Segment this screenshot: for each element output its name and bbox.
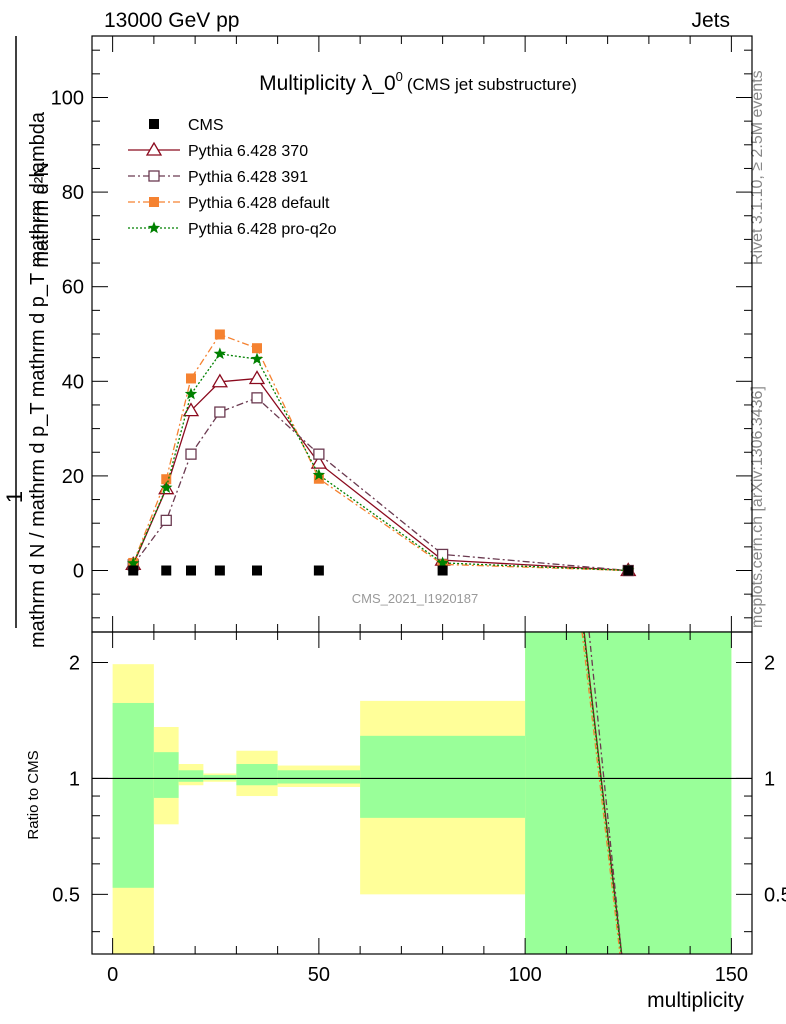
x-tick-label: 150 (715, 964, 748, 986)
legend-label: Pythia 6.428 391 (188, 169, 308, 186)
mcplots-label: mcplots.cern.ch [arXiv:1306.3436] (749, 386, 766, 628)
legend-marker (145, 141, 163, 156)
data-point (127, 556, 140, 569)
ratio-y-tick-label-right: 2 (764, 652, 775, 674)
legend-label: Pythia 6.428 default (188, 195, 330, 212)
rivet-label: Rivet 3.1.10, ≥ 2.5M events (749, 70, 766, 265)
y-axis-label-denominator: mathrm d N / mathrm d p_T mathrm d p_T m… (27, 111, 49, 648)
series-line (132, 333, 629, 572)
legend-marker (148, 170, 160, 182)
ratio-y-tick-label: 1 (69, 768, 80, 790)
legend-marker (149, 119, 159, 129)
series-pythia-6-428-370 (125, 370, 637, 577)
data-point (186, 565, 196, 576)
data-point (252, 343, 262, 354)
chart-title: Multiplicity λ_00 (CMS jet substructure) (259, 69, 577, 95)
x-tick-label: 100 (508, 964, 541, 986)
y-tick-label: 40 (62, 371, 84, 393)
legend-item: Pythia 6.428 default (128, 195, 330, 212)
ratio-y-tick-label-right: 1 (764, 768, 775, 790)
data-point (313, 473, 324, 484)
ratio-y-tick-label: 0.5 (52, 884, 80, 906)
series-line (132, 377, 629, 572)
ratio-band-green (153, 752, 179, 798)
process-label: Jets (691, 9, 730, 32)
ratio-band-green (203, 775, 237, 781)
legend-item: Pythia 6.428 370 (128, 141, 308, 160)
y-axis-label-one: 1 (2, 491, 27, 503)
legend-item: Pythia 6.428 pro-q2o (128, 221, 337, 238)
series-pythia-6-428-391 (127, 392, 634, 577)
data-point (186, 373, 196, 384)
data-point (161, 474, 172, 485)
ratio-band-green (112, 702, 154, 888)
data-point (250, 352, 264, 365)
legend: CMS Pythia 6.428 370 Pythia 6.428 391 Pythi… (128, 117, 337, 238)
chart-title-text: Multiplicity λ_0 (259, 72, 396, 95)
data-point (211, 373, 229, 388)
data-point (312, 468, 326, 481)
data-point (313, 565, 324, 576)
legend-marker (147, 221, 161, 234)
data-point (214, 329, 225, 340)
ratio-band-green (236, 764, 278, 786)
x-axis-label: multiplicity (647, 989, 744, 1012)
y-tick-label: 60 (62, 277, 84, 299)
ratio-band-green (178, 770, 204, 782)
chart-subtitle: (CMS jet substructure) (407, 75, 577, 94)
ratio-line (588, 631, 623, 955)
energy-label: 13000 GeV pp (104, 9, 239, 32)
ratio-y-tick-label: 2 (69, 652, 80, 674)
data-point (251, 392, 263, 404)
legend-label: CMS (188, 117, 224, 134)
ratio-line (581, 631, 621, 955)
data-point (182, 402, 200, 417)
x-tick-label: 0 (107, 964, 118, 986)
y-tick-label: 20 (62, 466, 84, 488)
analysis-watermark: CMS_2021_I1920187 (352, 591, 479, 606)
y-axis-label: 1 mathrm d²N mathrm d N / mathrm d p_T m… (2, 36, 53, 648)
data-point (184, 387, 198, 400)
ratio-band-green (277, 770, 361, 784)
data-point (252, 565, 262, 576)
legend-item: CMS (149, 117, 224, 134)
data-point (436, 556, 449, 569)
series-line (132, 397, 629, 572)
ratio-y-tick-label-right: 0.5 (764, 884, 786, 906)
y-tick-label: 80 (62, 182, 84, 204)
data-point (160, 481, 173, 493)
chart-title-superscript: 0 (396, 69, 403, 84)
data-point (623, 565, 634, 576)
data-point (128, 565, 139, 576)
data-point (437, 565, 448, 576)
series-cms (128, 565, 634, 576)
data-point (313, 448, 325, 460)
legend-label: Pythia 6.428 pro-q2o (188, 221, 337, 238)
data-point (185, 448, 197, 460)
ratio-plot: 0.5 0.5 1 1 2 2 0 50 100 150 Ratio to CMS multipl… (25, 631, 786, 1012)
ratio-y-label: Ratio to CMS (25, 750, 42, 839)
series-pythia-6-428-pro-q2o (127, 347, 635, 576)
legend-label: Pythia 6.428 370 (188, 143, 308, 160)
data-point (214, 406, 226, 418)
data-point (310, 454, 328, 469)
x-tick-label: 50 (308, 964, 330, 986)
legend-item: Pythia 6.428 391 (128, 169, 308, 186)
data-point (160, 514, 172, 527)
ratio-band-green (360, 735, 526, 818)
series-pythia-6-428-default (128, 329, 634, 576)
data-point (161, 565, 172, 576)
ratio-band-green (525, 632, 732, 954)
y-tick-label: 100 (51, 87, 84, 109)
data-point (248, 370, 266, 385)
series-line (132, 353, 629, 572)
data-point (213, 347, 227, 360)
ratio-line (583, 631, 623, 955)
y-axis-label-numerator: mathrm d²N (31, 162, 53, 268)
legend-marker (149, 197, 159, 207)
data-point (214, 565, 225, 576)
y-tick-label: 0 (73, 561, 84, 583)
